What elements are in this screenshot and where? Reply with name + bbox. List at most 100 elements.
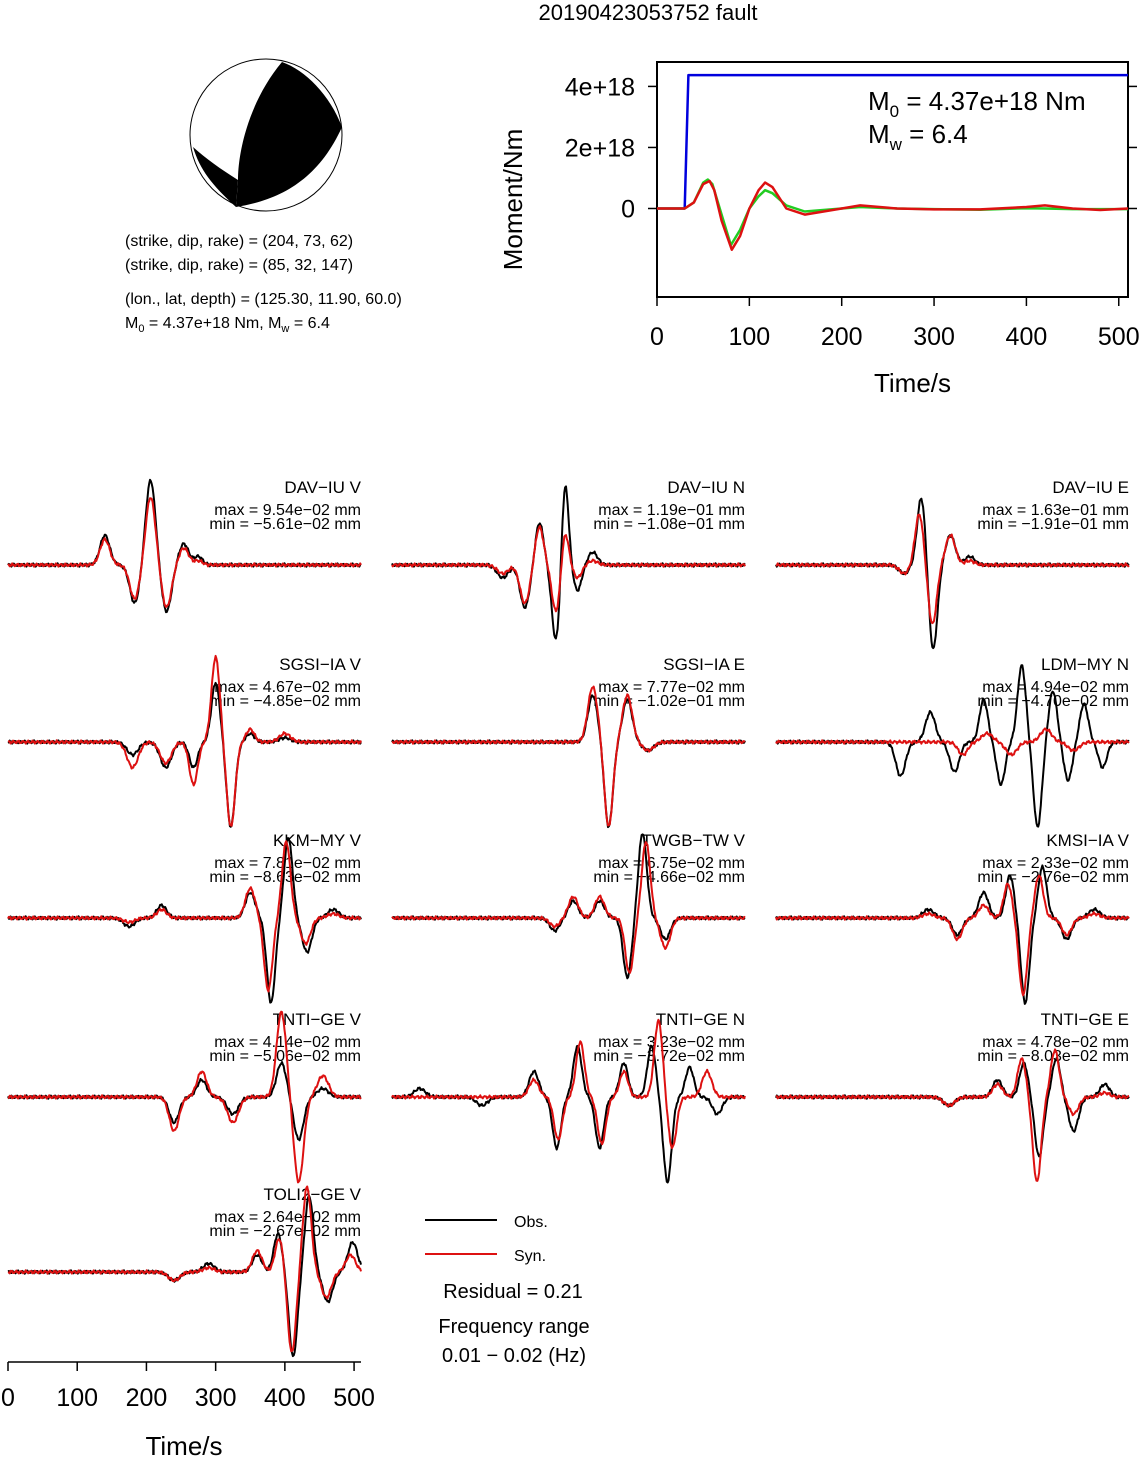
station-label: LDM−MY N	[1041, 655, 1129, 674]
min-amplitude-label: min = −1.91e−01 mm	[977, 516, 1129, 533]
synthetic-trace	[7, 1185, 362, 1353]
time-axis-label: Time/s	[145, 1431, 222, 1458]
synthetic-trace	[7, 654, 362, 827]
moment-x-tick-label: 200	[821, 323, 863, 351]
max-amplitude-label: max = 4.67e−02 mm	[214, 679, 361, 696]
synthetic-trace	[7, 840, 362, 993]
residual-label: Residual = 0.21	[443, 1281, 583, 1303]
moment-x-tick-label: 100	[728, 323, 770, 351]
min-amplitude-label: min = −4.66e−02 mm	[593, 869, 745, 886]
time-axis-tick-label: 300	[195, 1384, 237, 1412]
min-amplitude-label: min = −5.61e−02 mm	[209, 516, 361, 533]
observed-trace	[775, 1056, 1130, 1158]
figure-title: 20190423053752 fault	[539, 0, 758, 25]
synthetic-trace	[391, 1018, 746, 1150]
mechanism-plane-1: (strike, dip, rake) = (204, 73, 62)	[125, 233, 353, 250]
synthetic-trace	[7, 497, 362, 608]
max-amplitude-label: max = 4.14e−02 mm	[214, 1034, 361, 1051]
synthetic-trace	[391, 841, 746, 974]
moment-y-tick-label: 4e+18	[565, 73, 635, 101]
max-amplitude-label: max = 1.19e−01 mm	[598, 502, 745, 519]
synthetic-trace	[7, 1010, 362, 1184]
moment-y-tick-label: 2e+18	[565, 134, 635, 162]
moment-mw-label: Mw = 6.4	[868, 119, 968, 154]
beachball-compressional-quadrant	[236, 62, 342, 207]
min-amplitude-label: min = −2.67e−02 mm	[209, 1223, 361, 1240]
synthetic-trace	[391, 685, 746, 827]
frequency-title: Frequency range	[438, 1316, 589, 1338]
station-label: DAV−IU N	[667, 478, 745, 497]
observed-trace	[7, 478, 362, 614]
moment-y-tick-label: 0	[621, 195, 635, 223]
station-label: DAV−IU E	[1052, 478, 1129, 497]
moment-series-3	[657, 179, 1129, 251]
max-amplitude-label: max = 3.23e−02 mm	[598, 1034, 745, 1051]
station-label: TNTI−GE E	[1041, 1010, 1129, 1029]
min-amplitude-label: min = −4.70e−02 mm	[977, 693, 1129, 710]
time-axis-tick-label: 500	[333, 1384, 375, 1412]
max-amplitude-label: max = 7.77e−02 mm	[598, 679, 745, 696]
observed-trace	[391, 1044, 746, 1184]
min-amplitude-label: min = −3.72e−02 mm	[593, 1048, 745, 1065]
max-amplitude-label: max = 2.33e−02 mm	[982, 855, 1129, 872]
min-amplitude-label: min = −2.76e−02 mm	[977, 869, 1129, 886]
frequency-range: 0.01 − 0.02 (Hz)	[442, 1345, 586, 1367]
max-amplitude-label: max = 7.81e−02 mm	[214, 855, 361, 872]
synthetic-trace	[775, 874, 1130, 997]
mechanism-location: (lon., lat, depth) = (125.30, 11.90, 60.…	[125, 291, 402, 308]
station-label: KKM−MY V	[273, 831, 362, 850]
observed-trace	[391, 694, 746, 829]
station-label: TNTI−GE V	[273, 1010, 362, 1029]
max-amplitude-label: max = 9.54e−02 mm	[214, 502, 361, 519]
moment-y-axis-label: Moment/Nm	[498, 129, 528, 271]
beachball	[189, 58, 343, 212]
waveform-time-axis: 0 100 200 300 400 500 Time/s	[1, 1361, 375, 1458]
station-label: TOLI2−GE V	[264, 1185, 362, 1204]
max-amplitude-label: max = 1.63e−01 mm	[982, 502, 1129, 519]
station-label: KMSI−IA V	[1046, 831, 1129, 850]
station-label: SGSI−IA V	[279, 655, 361, 674]
moment-x-tick-label: 500	[1098, 323, 1140, 351]
moment-x-tick-label: 400	[1006, 323, 1048, 351]
min-amplitude-label: min = −5.06e−02 mm	[209, 1048, 361, 1065]
observed-trace	[775, 864, 1130, 1005]
station-label: SGSI−IA E	[663, 655, 745, 674]
synthetic-trace	[775, 1048, 1130, 1182]
mechanism-moment: M0 = 4.37e+18 Nm, Mw = 6.4	[125, 315, 330, 335]
time-axis-tick-label: 200	[126, 1384, 168, 1412]
time-axis-tick-label: 400	[264, 1384, 306, 1412]
synthetic-trace	[775, 513, 1130, 625]
moment-plot-frame	[656, 61, 1129, 298]
min-amplitude-label: min = −4.85e−02 mm	[209, 693, 361, 710]
time-axis-tick-label: 0	[1, 1384, 15, 1412]
moment-m0-label: M0 = 4.37e+18 Nm	[868, 86, 1086, 121]
station-label: DAV−IU V	[284, 478, 361, 497]
time-axis-tick-label: 100	[56, 1384, 98, 1412]
moment-x-axis-label: Time/s	[874, 368, 951, 398]
min-amplitude-label: min = −1.08e−01 mm	[593, 516, 745, 533]
min-amplitude-label: min = −1.02e−01 mm	[593, 693, 745, 710]
legend-obs-label: Obs.	[514, 1214, 548, 1231]
moment-function-plot: 0 100 200 300 400 500 0 2e+18 4e+18 Time/s Moment/…	[498, 61, 1140, 398]
station-label: TNTI−GE N	[656, 1010, 745, 1029]
mechanism-plane-2: (strike, dip, rake) = (85, 32, 147)	[125, 257, 353, 274]
synthetic-trace	[775, 727, 1130, 757]
max-amplitude-label: max = 2.64e−02 mm	[214, 1209, 361, 1226]
moment-x-tick-label: 300	[913, 323, 955, 351]
moment-x-tick-label: 0	[650, 323, 664, 351]
max-amplitude-label: max = 6.75e−02 mm	[598, 855, 745, 872]
